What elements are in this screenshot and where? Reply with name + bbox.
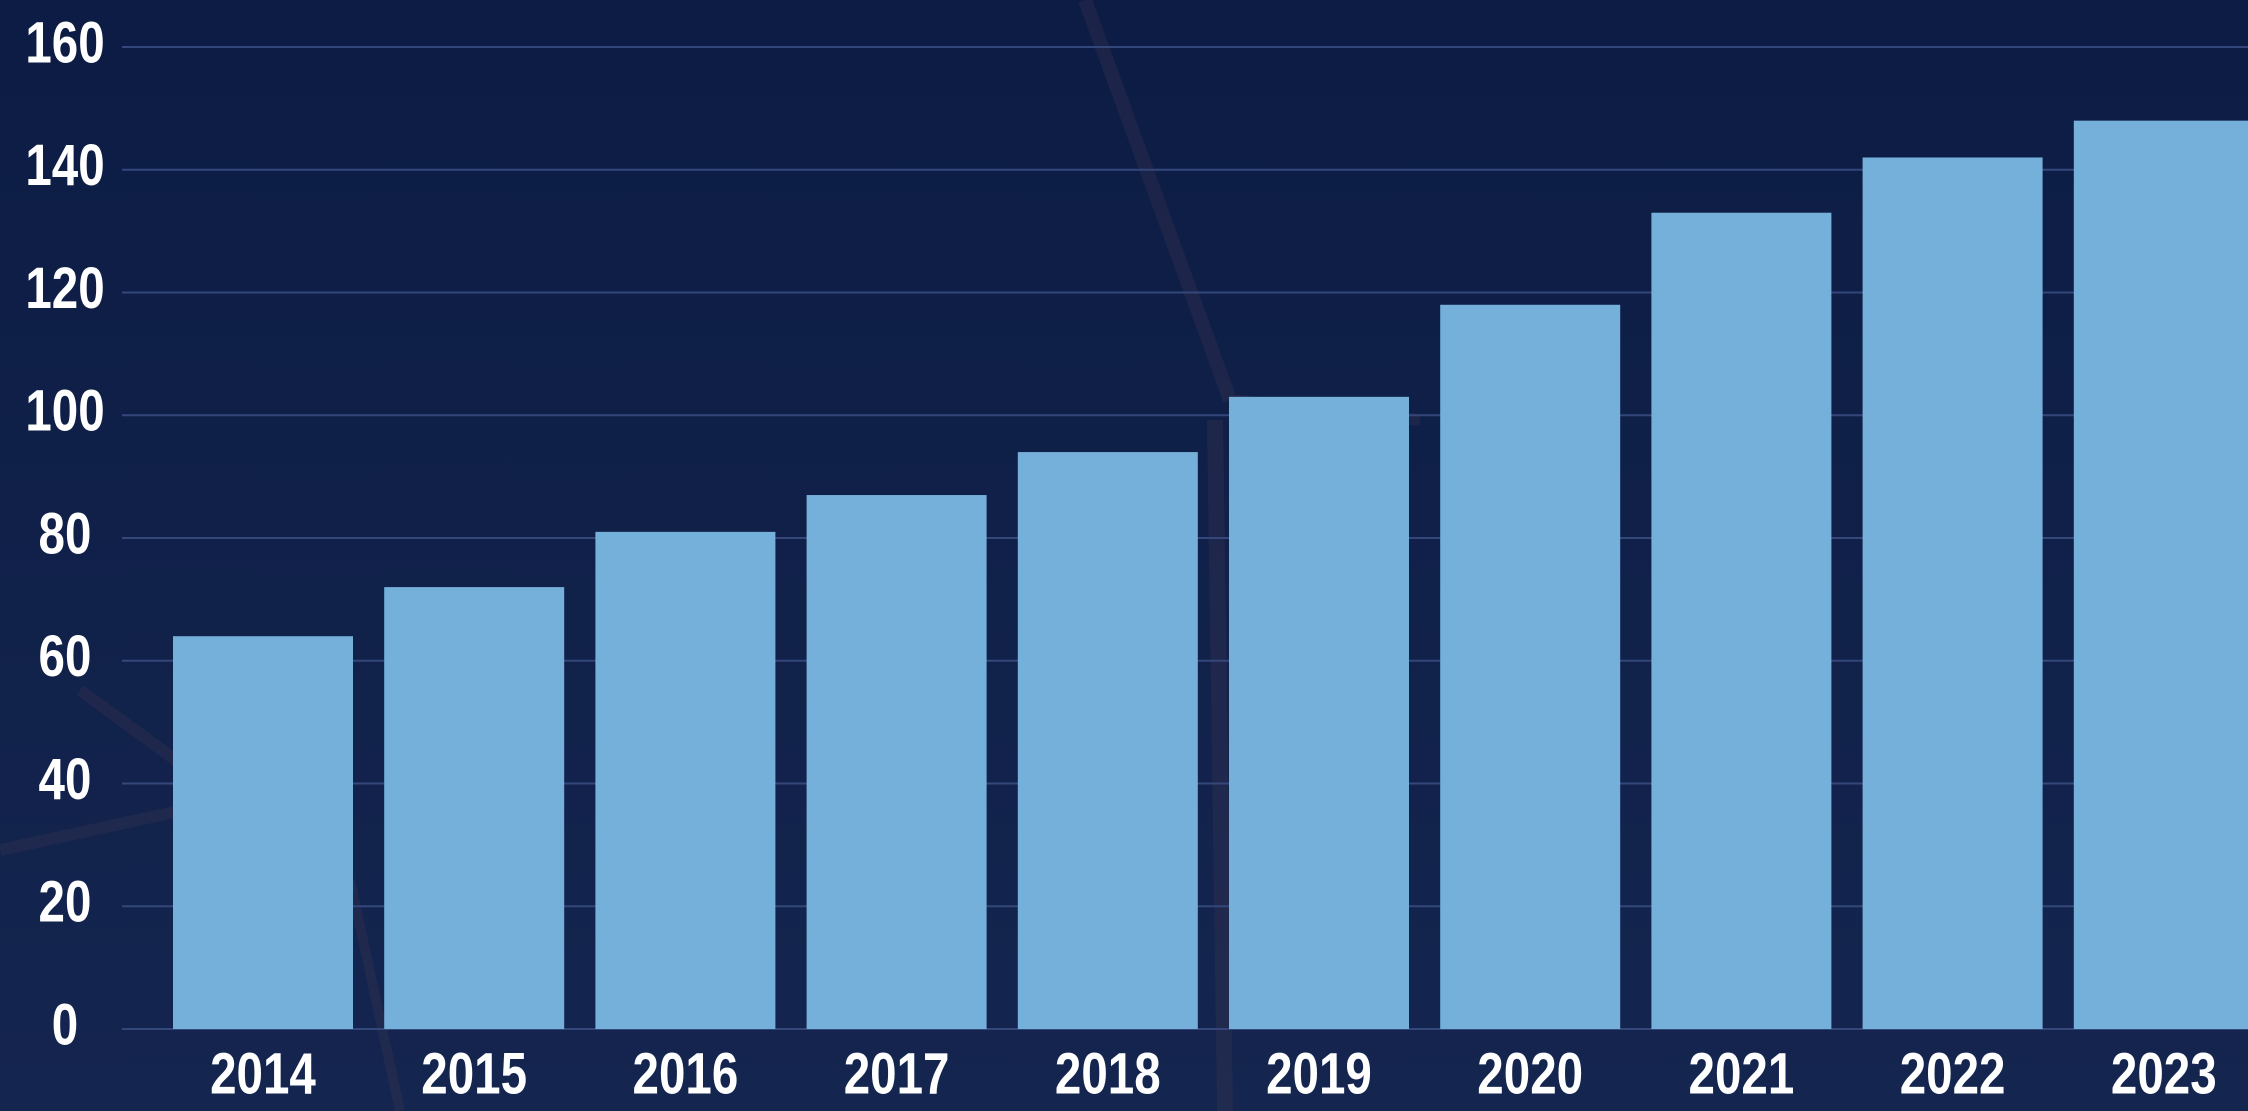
- x-tick-label: 2023: [2111, 1042, 2217, 1107]
- y-tick-label: 160: [25, 11, 104, 76]
- x-tick-label: 2015: [421, 1042, 527, 1107]
- x-tick-label: 2017: [844, 1042, 950, 1107]
- y-tick-label: 60: [39, 625, 92, 690]
- bar: [595, 531, 776, 1029]
- bar: [1651, 212, 1832, 1029]
- x-tick-label: 2018: [1055, 1042, 1161, 1107]
- bar: [1440, 304, 1621, 1029]
- x-tick-label: 2020: [1477, 1042, 1583, 1107]
- bar: [1229, 396, 1409, 1029]
- x-tick-label: 2022: [1900, 1042, 2006, 1107]
- y-tick-label: 40: [39, 747, 92, 812]
- x-tick-label: 2019: [1266, 1042, 1372, 1107]
- bar: [2073, 120, 2248, 1029]
- y-tick-label: 0: [52, 993, 78, 1058]
- bar: [806, 495, 987, 1030]
- y-tick-label: 20: [39, 870, 92, 935]
- x-tick-label: 2016: [633, 1042, 739, 1107]
- bar: [173, 636, 353, 1029]
- bar: [1862, 157, 2043, 1030]
- bar: [384, 587, 565, 1029]
- y-tick-label: 80: [39, 502, 92, 567]
- x-tick-label: 2021: [1689, 1042, 1795, 1107]
- y-tick-label: 140: [25, 134, 104, 199]
- x-tick-label: 2014: [210, 1042, 316, 1107]
- y-tick-label: 100: [25, 379, 104, 444]
- y-tick-label: 120: [25, 256, 104, 321]
- bar: [1017, 452, 1198, 1029]
